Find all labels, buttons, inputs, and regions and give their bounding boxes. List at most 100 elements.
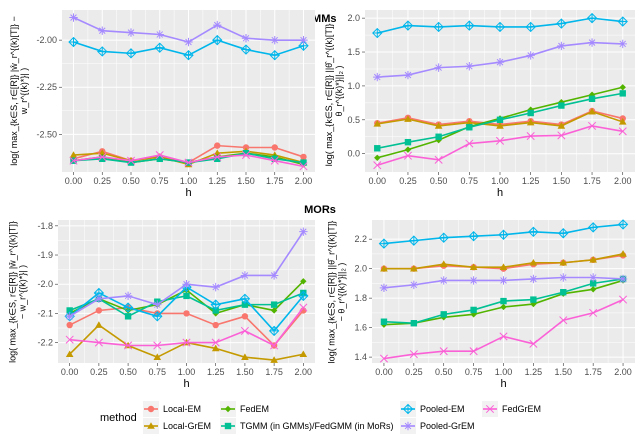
x-tick-label: 1.50 [553, 176, 571, 186]
y-tick-label: 2.2 [354, 234, 367, 244]
marker-square [496, 116, 504, 124]
marker-square [183, 292, 190, 300]
marker-triangle [404, 115, 412, 122]
marker-plus [379, 239, 389, 249]
marker-x [213, 152, 222, 161]
marker-plus [439, 233, 449, 243]
marker-square [300, 159, 307, 166]
marker-plus [241, 45, 251, 55]
marker-triangle [439, 260, 448, 268]
marker-triangle [619, 250, 627, 257]
marker-x [439, 347, 448, 356]
x-tick-label: 1.00 [491, 176, 509, 186]
marker-square [270, 301, 278, 308]
marker-diamond [270, 307, 278, 314]
marker-triangle [588, 107, 596, 115]
marker-plus [270, 50, 280, 60]
marker-circle [271, 144, 278, 151]
x-tick-label: 1.50 [555, 367, 573, 377]
x-tick-label: 0.00 [65, 176, 83, 186]
marker-square [470, 306, 477, 314]
x-tick-label: 1.75 [266, 176, 284, 186]
marker-plus [618, 17, 628, 27]
marker-diamond [589, 286, 597, 293]
marker-x [270, 341, 279, 350]
y-tick-label: 1.0 [347, 81, 360, 91]
marker-square [527, 109, 534, 117]
marker-x [65, 335, 74, 344]
marker-x [618, 127, 627, 136]
marker-x [557, 131, 566, 140]
marker-asterisk [403, 70, 413, 80]
series-pooled-grem [379, 273, 628, 293]
series-fedgrem [65, 303, 308, 350]
marker-asterisk [94, 294, 104, 303]
marker-asterisk [379, 283, 389, 293]
x-tick-label: 1.25 [207, 367, 225, 377]
legend-item: FedGrEM [482, 401, 541, 417]
marker-triangle [589, 256, 597, 263]
marker-asterisk [529, 274, 538, 284]
marker-x [559, 316, 568, 325]
legend-item: Pooled-EM [400, 401, 465, 417]
marker-plus [69, 37, 78, 47]
marker-plus [556, 19, 566, 29]
x-tick-label: 0.50 [430, 176, 448, 186]
marker-square [558, 102, 565, 109]
marker-square [212, 307, 219, 314]
marker-square [380, 318, 388, 325]
legend-item: Pooled-GrEM [400, 418, 475, 434]
x-tick-label: 0.25 [93, 176, 111, 186]
marker-circle [212, 321, 219, 329]
marker-x [155, 150, 164, 160]
marker-triangle [98, 149, 107, 156]
marker-diamond [500, 303, 507, 311]
series-local-grem [373, 107, 627, 129]
x-tick-label: 0.25 [90, 367, 108, 377]
y-axis-label: log( max_{k∈S, r∈[R]} |ŵ_r^{(k)[T]} − w_… [7, 220, 27, 363]
marker-x [126, 156, 136, 165]
marker-diamond [527, 106, 534, 113]
marker-x [69, 156, 78, 165]
x-tick-label: 0.00 [375, 367, 393, 377]
marker-square [242, 149, 250, 157]
marker-x [240, 326, 249, 335]
y-tick-label: -2.1 [37, 308, 53, 318]
marker-asterisk [155, 30, 164, 39]
marker-plus [211, 300, 221, 310]
series-pooled-em [372, 12, 628, 39]
marker-triangle [559, 258, 568, 266]
marker-square [374, 145, 381, 152]
marker-x [184, 158, 193, 167]
marker-circle [241, 313, 249, 320]
marker-x [587, 121, 597, 130]
marker-x [618, 295, 628, 304]
marker-square [435, 133, 442, 140]
marker-square [560, 289, 567, 296]
marker-asterisk [270, 35, 279, 45]
marker-circle [214, 142, 221, 149]
marker-square [271, 155, 278, 163]
marker-plus [587, 13, 597, 23]
marker-asterisk [373, 72, 382, 82]
marker-circle [66, 321, 73, 329]
series-pooled-grem [69, 13, 308, 47]
x-axis-label: h [497, 187, 503, 199]
marker-asterisk [184, 37, 193, 47]
marker-square [410, 319, 418, 327]
marker-square [127, 159, 135, 166]
x-tick-label: 0.75 [151, 176, 169, 186]
marker-triangle [65, 350, 74, 358]
marker-asterisk [526, 51, 535, 60]
marker-asterisk [211, 282, 220, 292]
y-tick-label: 1.8 [354, 293, 367, 303]
marker-plus [126, 48, 136, 58]
marker-triangle [618, 118, 627, 125]
marker-triangle [529, 258, 538, 266]
panel-1: -2.50 -2.25 -2.00 0.00 0.25 0.50 0.75 1.00 1.25 1… [36, 10, 315, 199]
marker-x [124, 341, 133, 350]
marker-triangle [95, 321, 103, 328]
marker-square [440, 311, 447, 318]
legend-item: Local-EM [143, 401, 201, 417]
x-tick-label: 1.25 [525, 367, 543, 377]
